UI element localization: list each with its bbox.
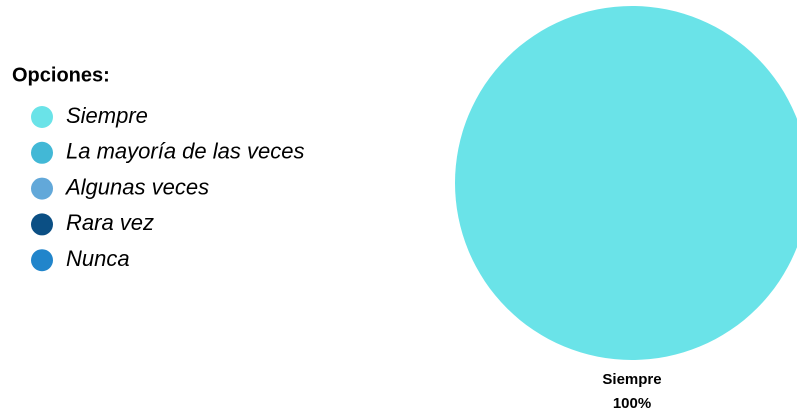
legend-swatch (31, 213, 53, 236)
legend-swatch (31, 106, 53, 128)
legend-label: Algunas veces (64, 174, 209, 199)
legend-label: Nunca (66, 246, 130, 271)
slice-value-label: 100% (613, 395, 651, 412)
slice-label: Siempre (602, 371, 661, 388)
legend-title: Opciones: (12, 64, 110, 86)
legend-swatch (31, 249, 53, 272)
pie-slice (455, 6, 797, 360)
legend-swatch (31, 141, 53, 164)
legend-swatch (31, 177, 53, 200)
legend-label: Siempre (66, 103, 148, 128)
legend-label: La mayoría de las veces (66, 139, 304, 164)
legend-label: Rara vez (66, 210, 154, 235)
